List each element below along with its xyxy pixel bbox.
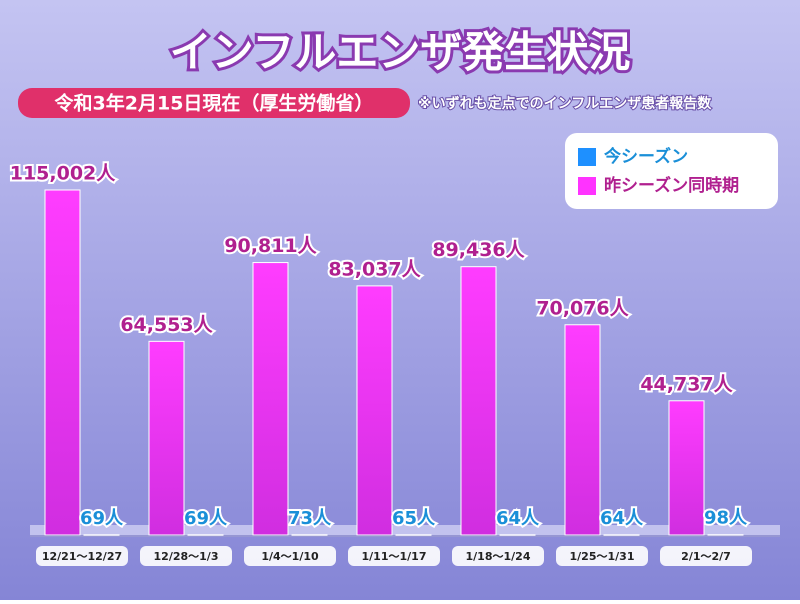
subtitle-box <box>18 88 410 118</box>
legend-label: 昨シーズン同時期 <box>604 175 739 196</box>
x-tick-box <box>348 546 440 566</box>
bar <box>148 340 185 536</box>
bar <box>356 285 393 536</box>
note: ※いずれも定点でのインフルエンザ患者報告数 <box>418 95 712 112</box>
value-label: 69人 <box>184 508 228 529</box>
chart-title: インフルエンザ発生状況 <box>170 28 631 77</box>
x-tick-label: 12/21～12/27 <box>42 550 122 563</box>
bar <box>395 534 432 536</box>
bar <box>187 534 224 536</box>
x-tick-label: 1/25～1/31 <box>570 550 635 563</box>
value-label: 115,002人 <box>10 162 117 184</box>
value-label: 69人 <box>80 508 124 529</box>
x-tick-box <box>660 546 752 566</box>
value-label: 98人 <box>704 508 748 529</box>
value-label: 64,553人 <box>120 314 213 336</box>
bar <box>460 266 497 536</box>
bar <box>603 534 640 536</box>
x-tick-label: 1/4～1/10 <box>261 550 319 563</box>
x-tick-box <box>244 546 336 566</box>
x-tick-box <box>452 546 544 566</box>
bar <box>707 534 744 536</box>
value-label: 64人 <box>496 508 540 529</box>
bar <box>83 534 120 536</box>
subtitle: 令和3年2月15日現在（厚生労働省） <box>55 92 374 115</box>
value-label: 65人 <box>392 508 436 529</box>
bar <box>564 324 601 536</box>
x-tick-label: 1/11～1/17 <box>362 550 427 563</box>
bar <box>499 534 536 536</box>
value-label: 73人 <box>288 508 332 529</box>
value-label: 83,037人 <box>328 258 421 280</box>
value-label: 89,436人 <box>432 239 525 261</box>
x-tick-box <box>140 546 232 566</box>
x-tick-label: 12/28～1/3 <box>154 550 219 563</box>
value-label: 90,811人 <box>224 235 317 257</box>
legend-swatch <box>578 148 596 166</box>
value-label: 64人 <box>600 508 644 529</box>
legend-box <box>565 133 778 209</box>
bar <box>668 400 705 536</box>
value-label: 70,076人 <box>536 297 629 319</box>
bar <box>252 262 289 536</box>
x-tick-box <box>556 546 648 566</box>
legend-swatch <box>578 177 596 195</box>
x-tick-label: 2/1～2/7 <box>681 550 731 563</box>
legend-label: 今シーズン <box>604 146 688 167</box>
value-label: 44,737人 <box>640 373 733 395</box>
x-tick-box <box>36 546 128 566</box>
bar <box>44 189 81 536</box>
x-tick-label: 1/18～1/24 <box>466 550 531 563</box>
bar <box>291 534 328 536</box>
